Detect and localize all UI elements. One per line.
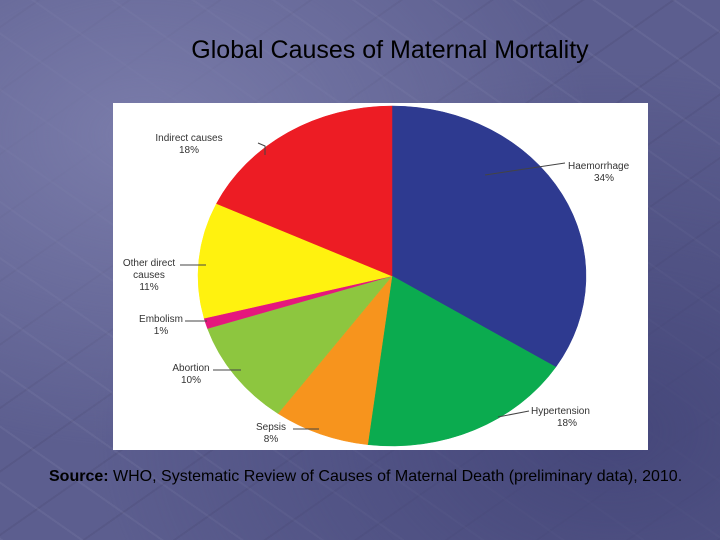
pie-label-hypertension: Hypertension 18% [531, 406, 590, 429]
pie-label-value: 18% [557, 418, 577, 429]
pie-label-name: causes [133, 270, 165, 281]
pie-label-embolism: Embolism 1% [139, 314, 183, 337]
pie-label-haemorrhage: Haemorrhage 34% [568, 161, 630, 184]
pie-slice-indirect-causes [216, 105, 393, 277]
pie-label-name: Other direct [123, 258, 175, 269]
pie-label-other-direct-causes: Other direct causes 11% [123, 258, 175, 293]
pie-label-value: 18% [179, 145, 199, 156]
pie-label-indirect-causes: Indirect causes 18% [155, 133, 222, 156]
pie-label-sepsis: Sepsis 8% [256, 422, 286, 445]
pie-label-value: 11% [139, 282, 158, 293]
pie-label-name: Embolism [139, 314, 183, 325]
pie-chart: Haemorrhage 34%Hypertension 18%Sepsis 8%Abo… [123, 105, 630, 447]
leader-line-haemorrhage [484, 162, 566, 176]
pie-label-name: Hypertension [531, 406, 590, 417]
pie-label-value: 34% [594, 173, 614, 184]
pie-slice-other-direct-causes [197, 203, 393, 319]
pie-label-name: Sepsis [256, 422, 286, 433]
pie-label-value: 8% [264, 434, 279, 445]
pie-leader-lines [180, 142, 566, 430]
pie-label-value: 1% [154, 326, 169, 337]
pie-label-abortion: Abortion 10% [172, 363, 209, 386]
pie-slice-haemorrhage [391, 105, 587, 368]
pie-label-name: Abortion [172, 363, 209, 374]
source-label: Source: [49, 468, 109, 485]
pie-slices [197, 105, 587, 447]
pie-slice-sepsis [277, 275, 393, 445]
pie-label-value: 10% [181, 375, 201, 386]
pie-label-name: Indirect causes [155, 133, 222, 144]
pie-chart-panel: Haemorrhage 34% Hypertension 18% Sepsis 8% Abo… [113, 103, 648, 450]
pie-labels: Haemorrhage 34%Hypertension 18%Sepsis 8%Abo… [123, 133, 630, 445]
pie-slice-abortion [207, 275, 393, 414]
pie-slice-hypertension [367, 275, 557, 447]
leader-line-hypertension [497, 410, 530, 418]
pie-label-name: Haemorrhage [568, 161, 630, 172]
source-note: Source: WHO, Systematic Review of Causes… [49, 466, 689, 487]
source-text: WHO, Systematic Review of Causes of Mate… [108, 468, 683, 485]
slide-title: Global Causes of Maternal Mortality [191, 36, 589, 64]
leader-line-indirect-causes [257, 142, 266, 155]
